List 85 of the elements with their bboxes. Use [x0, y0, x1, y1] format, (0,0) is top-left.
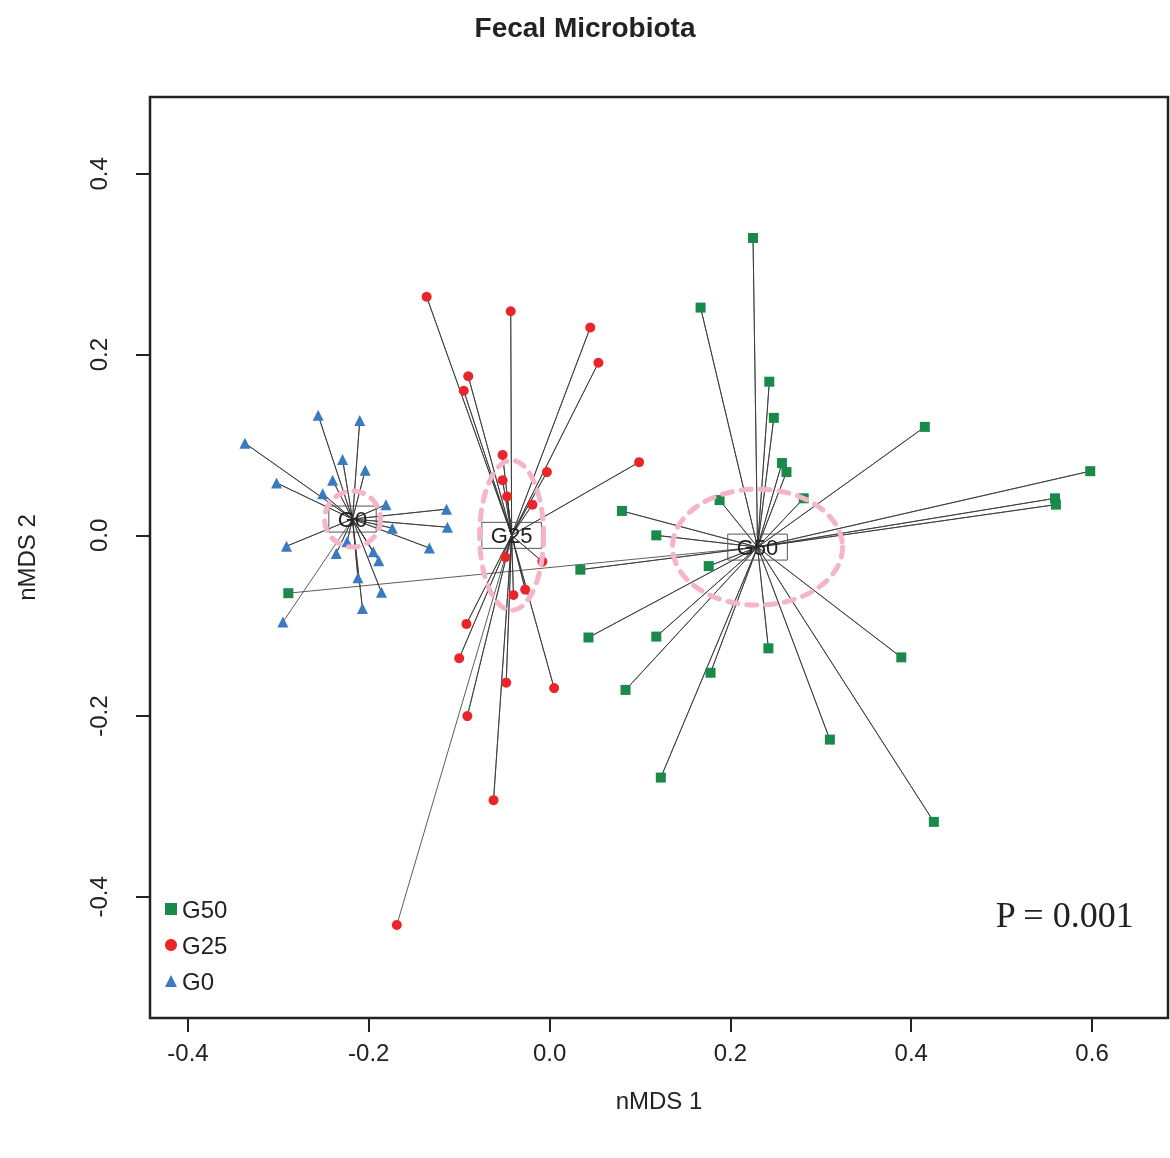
point: [497, 449, 508, 460]
point: [527, 499, 538, 510]
point: [501, 677, 512, 688]
point: [768, 412, 779, 423]
point: [239, 437, 251, 449]
point: [421, 291, 432, 302]
point: [380, 499, 392, 511]
point: [386, 522, 398, 534]
point: [781, 467, 792, 478]
legend-label: G0: [182, 967, 215, 995]
point: [423, 542, 435, 554]
x-tick-label: 0.4: [894, 1038, 928, 1066]
point: [354, 415, 366, 427]
point: [541, 467, 552, 478]
point: [776, 458, 787, 469]
point: [549, 683, 560, 694]
point: [337, 453, 349, 465]
annotation: G0: [337, 506, 368, 532]
point: [458, 385, 469, 396]
x-tick-label: 0.6: [1075, 1038, 1109, 1066]
point: [520, 584, 531, 595]
point: [593, 357, 604, 368]
point: [441, 521, 453, 533]
point: [356, 603, 368, 615]
point: [317, 488, 329, 500]
point: [748, 233, 759, 243]
x-tick-label: 0.0: [532, 1038, 567, 1066]
point: [620, 684, 631, 695]
y-tick-label: -0.4: [84, 876, 112, 918]
point: [502, 491, 513, 502]
point: [367, 546, 379, 558]
point: [505, 306, 516, 317]
chart-title: Fecal Microbiota: [474, 11, 696, 43]
point: [508, 590, 519, 601]
x-tick-label: -0.2: [348, 1038, 390, 1066]
point: [441, 503, 453, 515]
point: [651, 530, 662, 541]
point: [463, 371, 474, 382]
x-axis-title: nMDS 1: [615, 1086, 703, 1114]
point: [391, 919, 402, 930]
y-axis-title: nMDS 2: [12, 514, 40, 601]
point: [695, 302, 706, 313]
legend-label: G25: [182, 931, 228, 959]
point: [283, 588, 294, 599]
point: [575, 564, 586, 575]
point: [919, 421, 930, 432]
point: [312, 409, 324, 421]
point: [271, 477, 283, 489]
point: [330, 547, 342, 559]
point: [655, 772, 666, 783]
point: [764, 376, 775, 387]
point: [616, 505, 627, 516]
point: [373, 555, 385, 567]
point: [1050, 499, 1061, 510]
point: [281, 540, 293, 552]
point: [583, 632, 594, 643]
point: [359, 464, 371, 476]
point: [896, 652, 907, 663]
point: [461, 618, 472, 629]
point: [651, 631, 662, 642]
point: [462, 711, 473, 722]
point: [454, 653, 465, 664]
point: [352, 572, 364, 584]
x-tick-label: 0.2: [713, 1038, 748, 1066]
point: [277, 616, 289, 628]
point: [705, 667, 716, 678]
point: [585, 322, 596, 333]
x-tick-label: -0.4: [167, 1038, 209, 1066]
point: [634, 457, 645, 468]
point: [327, 474, 339, 486]
annotation: P = 0.001: [995, 895, 1134, 935]
point: [375, 586, 387, 598]
point: [1085, 466, 1096, 477]
legend-label: G50: [182, 895, 228, 923]
point: [928, 816, 939, 827]
point: [703, 561, 714, 572]
point: [488, 795, 499, 806]
point: [824, 734, 835, 745]
y-tick-label: -0.2: [84, 695, 112, 737]
y-tick-label: 0.2: [84, 337, 112, 372]
y-tick-label: 0.0: [84, 518, 112, 553]
point: [497, 475, 508, 486]
point: [763, 643, 774, 654]
point: [500, 552, 511, 563]
y-tick-label: 0.4: [84, 157, 112, 191]
